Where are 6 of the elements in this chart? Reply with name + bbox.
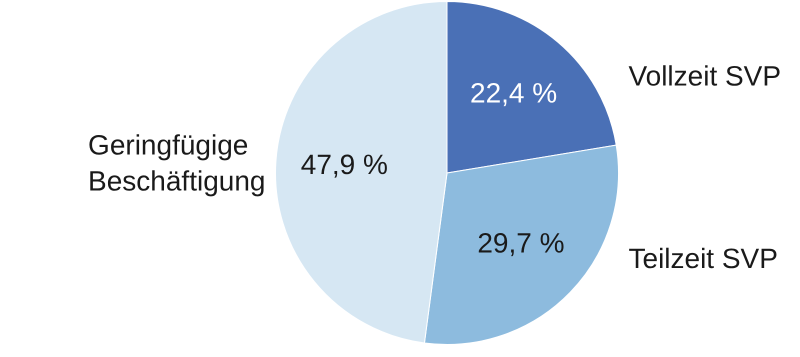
data-label: 29,7 %	[477, 227, 564, 258]
slice-label: Geringfügige Beschäftigung	[88, 129, 266, 196]
data-label: 47,9 %	[300, 148, 388, 180]
slice-label: Vollzeit SVP	[628, 60, 782, 92]
data-label: 22,4 %	[470, 77, 558, 108]
slice-label: Teilzeit SVP	[628, 242, 778, 274]
